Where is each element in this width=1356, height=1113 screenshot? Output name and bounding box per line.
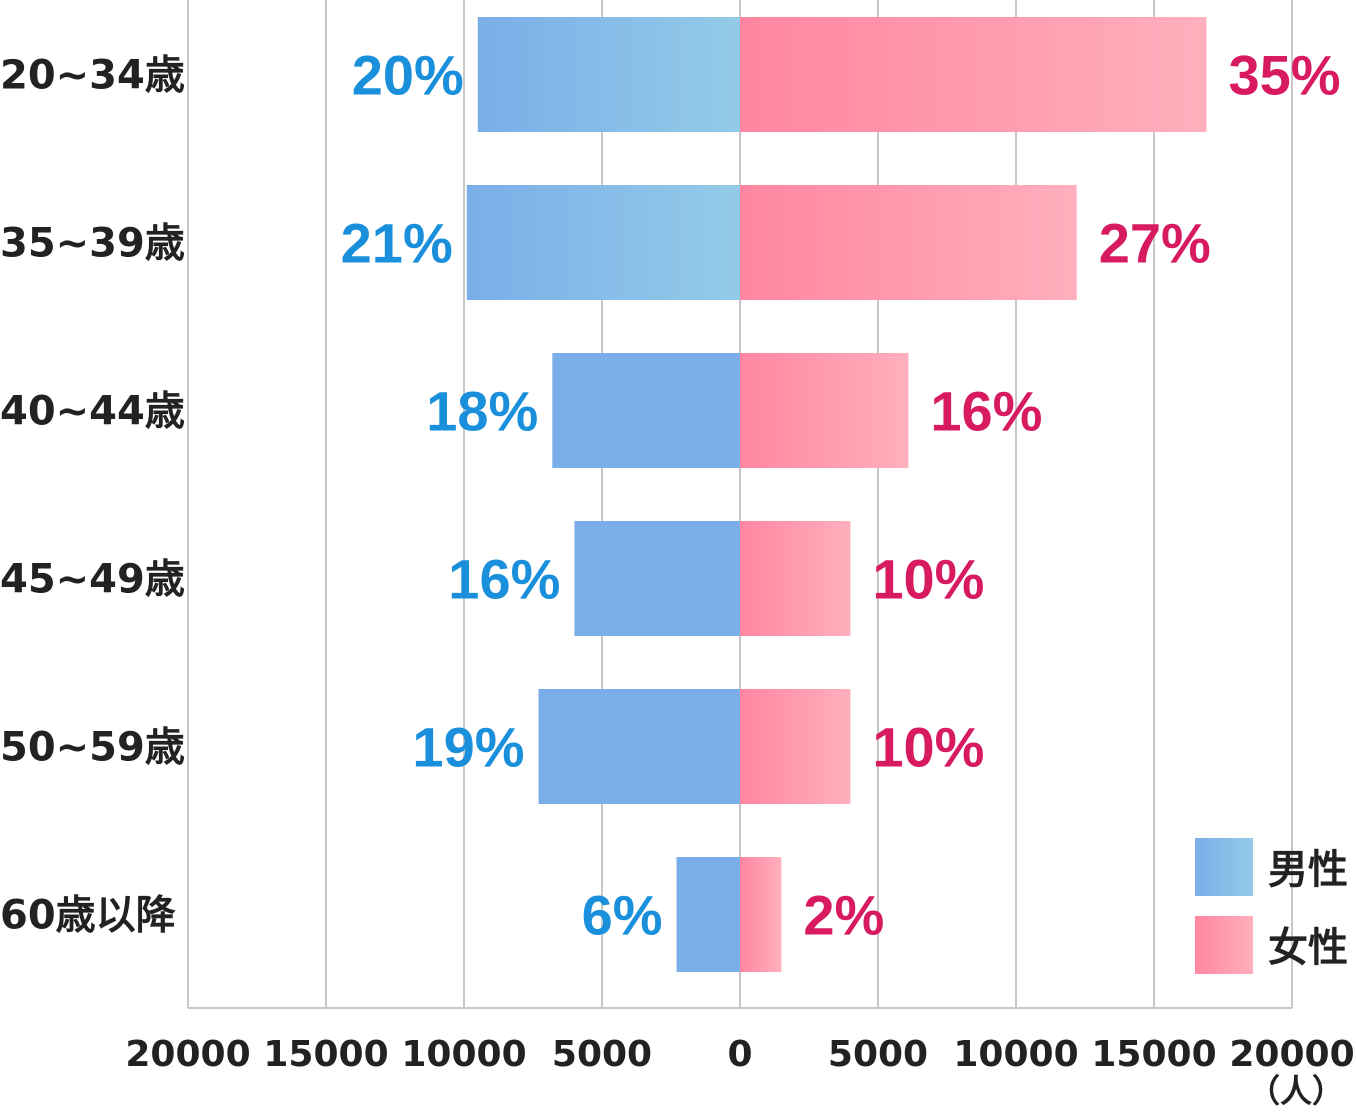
data-label-male: 21% <box>341 212 453 275</box>
category-labels: 20~34歳 35~39歳 40~44歳 45~49歳 50~59歳 60歳以降 <box>0 53 185 939</box>
x-tick-label: 5000 <box>552 1034 652 1075</box>
category-label: 45~49歳 <box>0 557 185 603</box>
x-tick-label: 20000 <box>1229 1034 1354 1075</box>
category-label: 35~39歳 <box>0 221 185 267</box>
bar-male <box>466 185 740 300</box>
data-label-female: 27% <box>1099 212 1211 275</box>
x-tick-label: 10000 <box>401 1034 526 1075</box>
category-label: 40~44歳 <box>0 389 185 435</box>
x-tick-label: 15000 <box>263 1034 388 1075</box>
data-label-female: 16% <box>930 380 1042 443</box>
bar-male <box>574 521 740 636</box>
percent-labels: 20% 35% 21% 27% 18% 16% 16% 10% 19% 10% 6% 2% <box>341 44 1341 947</box>
data-label-female: 35% <box>1228 44 1340 107</box>
category-label: 20~34歳 <box>0 53 185 99</box>
bar-female <box>740 689 851 804</box>
data-label-male: 6% <box>582 884 663 947</box>
x-unit-label: （人） <box>1248 1072 1344 1110</box>
bar-male <box>552 353 740 468</box>
data-label-female: 10% <box>872 716 984 779</box>
bar-female <box>740 521 851 636</box>
x-tick-label: 0 <box>727 1034 752 1075</box>
data-label-male: 18% <box>426 380 538 443</box>
data-label-male: 16% <box>448 548 560 611</box>
bar-male <box>477 17 740 132</box>
bar-female <box>740 857 782 972</box>
x-tick-label: 10000 <box>953 1034 1078 1075</box>
legend: 男性 女性 <box>1195 838 1348 974</box>
x-tick-label: 15000 <box>1091 1034 1216 1075</box>
bars <box>466 17 1207 972</box>
data-label-female: 2% <box>803 884 884 947</box>
category-label: 60歳以降 <box>0 893 176 939</box>
category-label: 50~59歳 <box>0 725 185 771</box>
x-tick-label: 5000 <box>828 1034 928 1075</box>
bar-female <box>740 17 1207 132</box>
bar-male <box>676 857 740 972</box>
data-label-female: 10% <box>872 548 984 611</box>
bar-female <box>740 185 1077 300</box>
legend-label-male: 男性 <box>1268 847 1348 893</box>
x-tick-label: 20000 <box>125 1034 250 1075</box>
legend-swatch-male <box>1195 838 1253 896</box>
legend-label-female: 女性 <box>1268 925 1348 971</box>
data-label-male: 19% <box>412 716 524 779</box>
x-tick-labels: 20000 15000 10000 5000 0 5000 10000 15000 20000 <box>125 1034 1354 1075</box>
data-label-male: 20% <box>352 44 464 107</box>
legend-swatch-female <box>1195 916 1253 974</box>
bar-female <box>740 353 909 468</box>
bar-male <box>538 689 740 804</box>
gridlines <box>187 0 1293 1009</box>
